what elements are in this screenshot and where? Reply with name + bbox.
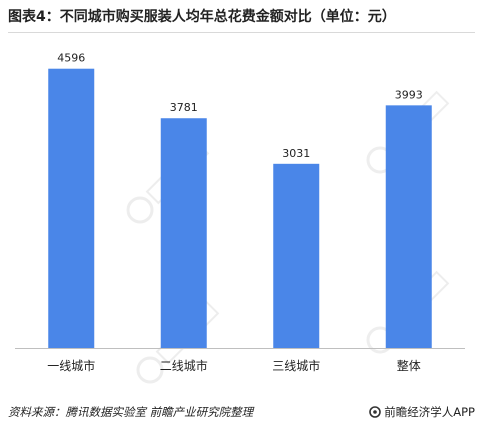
category-label-4: 整体 [397, 358, 421, 373]
bar-3 [273, 163, 320, 348]
category-label-3: 三线城市 [272, 358, 320, 373]
source-note: 资料来源：腾讯数据实验室 前瞻产业研究院整理 [8, 405, 254, 419]
value-label-4: 3993 [395, 88, 423, 101]
value-label-1: 4596 [57, 52, 85, 65]
value-label-2: 3781 [170, 101, 198, 114]
value-label-3: 3031 [282, 147, 310, 160]
brand-name: 前瞻经济学人APP [384, 405, 475, 419]
bar-4 [385, 105, 432, 348]
chart-title: 图表4：不同城市购买服装人均年总花费金额对比（单位：元） [8, 9, 396, 25]
category-label-1: 一线城市 [47, 358, 95, 373]
bar-2 [160, 118, 207, 348]
brand-logo-icon [369, 406, 382, 418]
brand-signature: 前瞻经济学人APP [369, 404, 475, 420]
category-label-2: 二线城市 [160, 358, 208, 373]
bar-1 [48, 68, 95, 348]
title-divider [8, 32, 475, 33]
